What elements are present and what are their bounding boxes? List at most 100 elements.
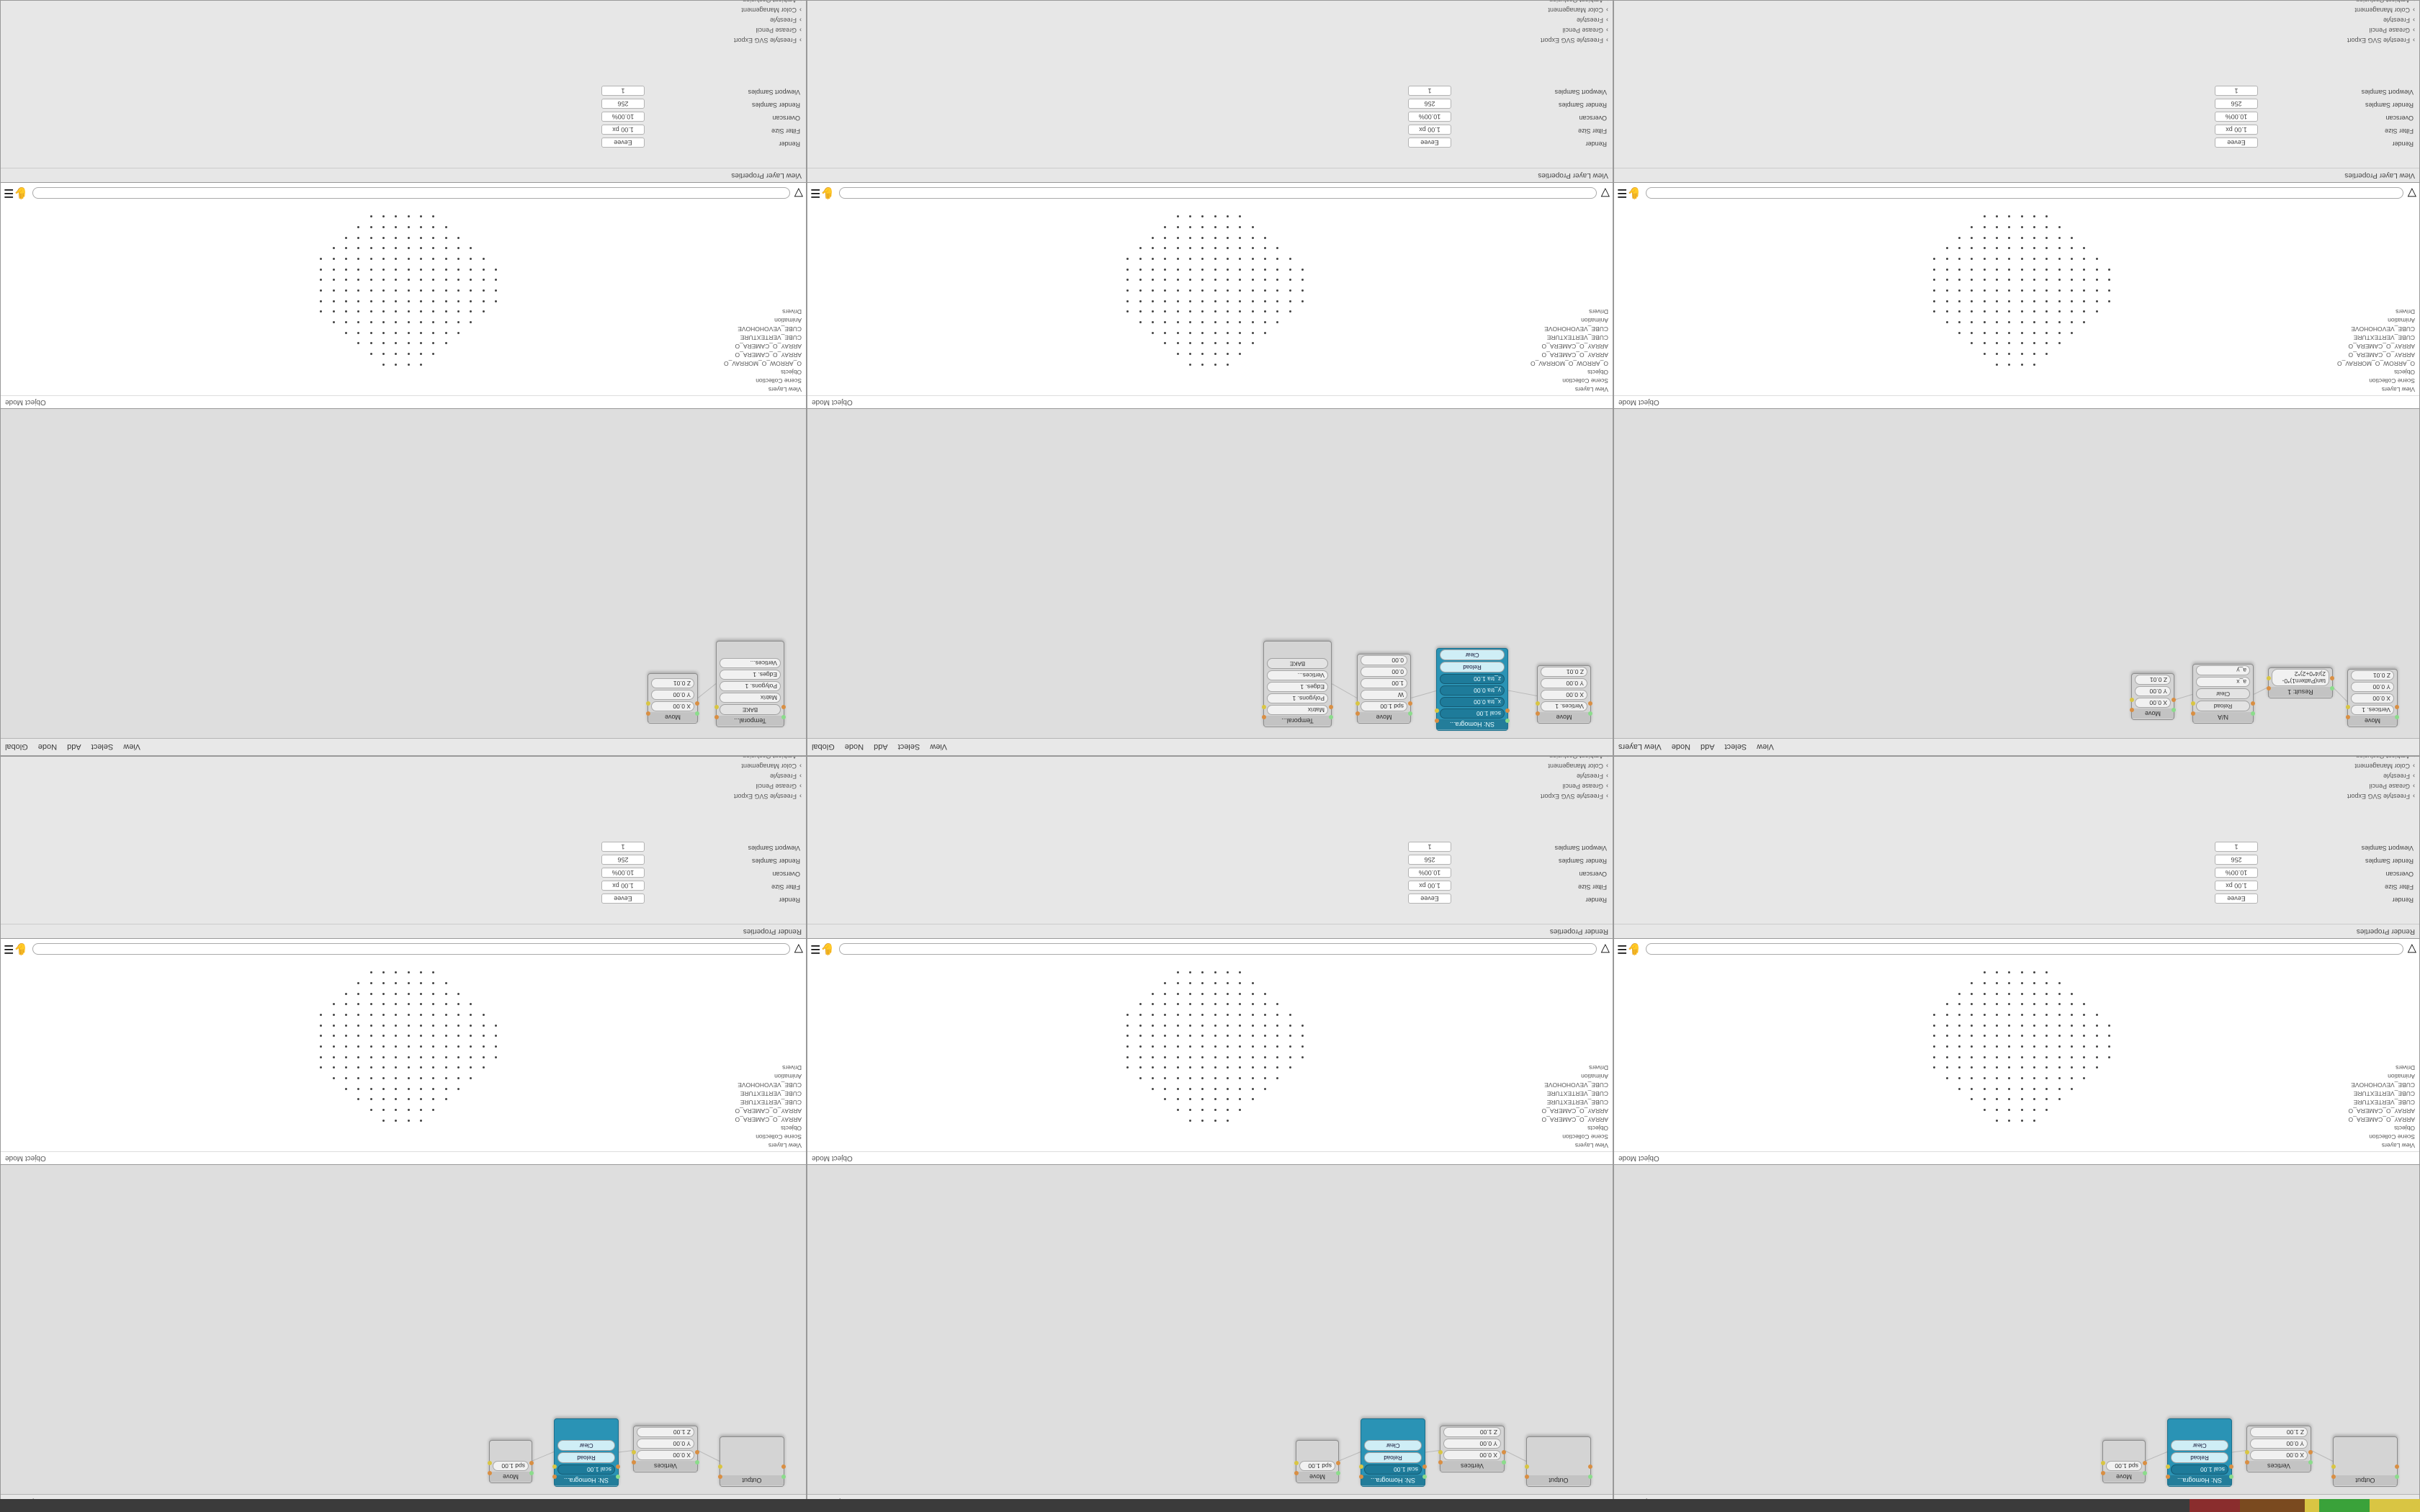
- outliner-row-item[interactable]: CUBE_VERTEXTURE: [2228, 333, 2415, 342]
- property-row-filter-size[interactable]: Filter Size 1.00 px: [2213, 879, 2415, 892]
- input-socket[interactable]: [695, 711, 699, 716]
- property-row-viewport-samples[interactable]: Viewport Samples 1: [600, 840, 802, 853]
- properties-panel[interactable]: View Layer Properties Render Eevee Filter …: [1, 1, 806, 182]
- property-row-overscan[interactable]: Overscan 10.00%: [1407, 866, 1608, 879]
- outliner-list[interactable]: View Layers Scene Collection Objects O_ARRO…: [1421, 307, 1608, 394]
- properties-list-item[interactable]: › Color Management: [1407, 5, 1608, 15]
- viewport-mode-label[interactable]: Object Mode: [812, 398, 853, 406]
- hand-icon[interactable]: ✋: [1627, 186, 1641, 200]
- field-a-x[interactable]: a_x: [2196, 677, 2250, 687]
- outliner-row-item[interactable]: Objects: [614, 1124, 802, 1133]
- property-value[interactable]: 10.00%: [1408, 112, 1451, 122]
- input-socket[interactable]: [2330, 686, 2334, 690]
- input-socket[interactable]: [1502, 1450, 1506, 1454]
- input-socket[interactable]: [2395, 705, 2399, 709]
- input-socket[interactable]: [2229, 1464, 2233, 1469]
- properties-fields[interactable]: Render Eevee Filter Size 1.00 px Overscan 10.…: [2213, 84, 2415, 149]
- output-socket[interactable]: [2331, 1475, 2336, 1479]
- input-socket[interactable]: [781, 1464, 786, 1469]
- button-bake[interactable]: BAKE: [1267, 658, 1328, 669]
- property-row-render-samples[interactable]: Render Samples 256: [2213, 97, 2415, 110]
- property-row-overscan[interactable]: Overscan 10.00%: [2213, 110, 2415, 123]
- output-socket[interactable]: [1435, 708, 1439, 713]
- property-row-render-samples[interactable]: Render Samples 256: [600, 853, 802, 866]
- outliner-list[interactable]: View Layers Scene Collection Objects O_ARRO…: [614, 307, 802, 394]
- node-temporal---[interactable]: Temporal... Matrix Polygons. 1 Edges. 1 Vert…: [1263, 641, 1332, 727]
- input-socket[interactable]: [2395, 715, 2399, 719]
- output-socket[interactable]: [1525, 1464, 1529, 1469]
- input-socket[interactable]: [2395, 1464, 2399, 1469]
- button-reload[interactable]: Reload: [2171, 1452, 2228, 1463]
- button-reload[interactable]: Reload: [2196, 701, 2250, 711]
- properties-list[interactable]: › Freestyle SVG Export › Grease Pencil › Free…: [2213, 1, 2415, 45]
- outliner-row-item[interactable]: ARRAY_O_CAMERA_O: [614, 351, 802, 359]
- property-value[interactable]: Eevee: [2215, 894, 2258, 904]
- node-move[interactable]: Move X 0.00 Y 0.00 Z 0.01: [647, 673, 698, 724]
- output-socket[interactable]: [2101, 1471, 2105, 1475]
- properties-list-item[interactable]: › Color Management: [2213, 761, 2415, 771]
- menu-node[interactable]: Node: [38, 743, 57, 752]
- viewport-mode-label[interactable]: Object Mode: [1618, 1154, 1659, 1162]
- property-value[interactable]: Eevee: [601, 138, 645, 148]
- property-value[interactable]: 10.00%: [2215, 112, 2258, 122]
- list-icon[interactable]: ☰: [4, 942, 14, 956]
- outliner-row-item[interactable]: Scene Collection: [1421, 1133, 1608, 1141]
- output-socket[interactable]: [552, 1464, 557, 1469]
- field-y-tra-0-00[interactable]: y_tra 0.00: [1440, 685, 1505, 696]
- property-value[interactable]: Eevee: [1408, 138, 1451, 148]
- property-value[interactable]: 1: [2215, 842, 2258, 852]
- field-matrix[interactable]: Matrix: [720, 693, 781, 703]
- property-row-overscan[interactable]: Overscan 10.00%: [1407, 110, 1608, 123]
- menu-add[interactable]: Add: [874, 743, 888, 752]
- input-socket[interactable]: [1505, 719, 1510, 723]
- output-socket[interactable]: [2191, 701, 2195, 706]
- outliner-row-item[interactable]: View Layers: [2228, 385, 2415, 394]
- property-row-overscan[interactable]: Overscan 10.00%: [600, 866, 802, 879]
- node-vertices[interactable]: Vertices X 0.00 Y 0.00 Z 1.00: [1440, 1426, 1505, 1472]
- output-socket[interactable]: [2331, 1464, 2336, 1469]
- outliner-row-item[interactable]: ARRAY_O_CAMERA_O: [2228, 342, 2415, 351]
- node-editor[interactable]: View Select Add Node Geometry Nodes Outp…: [807, 1164, 1613, 1511]
- button-clear[interactable]: Clear: [2196, 688, 2250, 699]
- node-move[interactable]: Move spd 1.00: [489, 1440, 532, 1483]
- filter-icon[interactable]: ▽: [794, 186, 803, 200]
- outliner-row-item[interactable]: View Layers: [1421, 385, 1608, 394]
- node-editor[interactable]: View Select Add Node Geometry Nodes Outp…: [1614, 1164, 2419, 1511]
- field-z--0-01[interactable]: Z 0.01: [651, 678, 694, 688]
- input-socket[interactable]: [1422, 1464, 1427, 1469]
- properties-list-item[interactable]: › Color Management: [600, 5, 802, 15]
- property-row-render-samples[interactable]: Render Samples 256: [600, 97, 802, 110]
- field-w[interactable]: W: [1361, 690, 1407, 700]
- properties-list-item[interactable]: › Color Management: [1407, 761, 1608, 771]
- output-socket[interactable]: [2101, 1461, 2105, 1465]
- viewport-3d[interactable]: Object Mode View Layers Scene Collection O…: [1, 182, 806, 408]
- properties-list[interactable]: › Freestyle SVG Export › Grease Pencil › Free…: [1407, 757, 1608, 801]
- property-row-filter-size[interactable]: Filter Size 1.00 px: [1407, 123, 1608, 136]
- properties-fields[interactable]: Render Eevee Filter Size 1.00 px Overscan 10.…: [600, 840, 802, 905]
- output-socket[interactable]: [718, 1464, 722, 1469]
- outliner-row-item[interactable]: Animation: [2228, 316, 2415, 325]
- field-y--0-00[interactable]: Y 0.00: [2250, 1439, 2308, 1449]
- output-socket[interactable]: [2346, 715, 2350, 719]
- input-socket[interactable]: [1422, 1475, 1427, 1479]
- properties-list-item[interactable]: ›Ambient Occlusion: [2213, 1, 2415, 5]
- outliner-row-item[interactable]: O_ARROW_O_MORRAV_O: [2228, 359, 2415, 368]
- input-socket[interactable]: [529, 1471, 534, 1475]
- properties-panel[interactable]: Render Properties Render Eevee Filter Size…: [1, 757, 806, 938]
- output-socket[interactable]: [718, 1475, 722, 1479]
- outliner-row-item[interactable]: ARRAY_O_CAMERA_O: [614, 342, 802, 351]
- viewport-3d[interactable]: Object Mode View Layers Scene Collection O…: [807, 182, 1613, 408]
- property-value[interactable]: 256: [1408, 855, 1451, 865]
- node-editor[interactable]: View Select Add Node Global Temporal... B…: [1, 408, 806, 755]
- outliner-row-item[interactable]: ARRAY_O_CAMERA_O: [1421, 1107, 1608, 1115]
- output-socket[interactable]: [646, 701, 650, 706]
- outliner-row-item[interactable]: Animation: [614, 316, 802, 325]
- input-socket[interactable]: [1408, 711, 1412, 716]
- outliner-row-item[interactable]: CUBE_VEVOHOHOVE: [1421, 325, 1608, 333]
- property-value[interactable]: Eevee: [601, 894, 645, 904]
- output-socket[interactable]: [1355, 711, 1360, 716]
- button-clear[interactable]: Clear: [557, 1440, 615, 1451]
- outliner-row-item[interactable]: View Layers: [614, 385, 802, 394]
- property-value[interactable]: Eevee: [1408, 894, 1451, 904]
- input-socket[interactable]: [2229, 1475, 2233, 1479]
